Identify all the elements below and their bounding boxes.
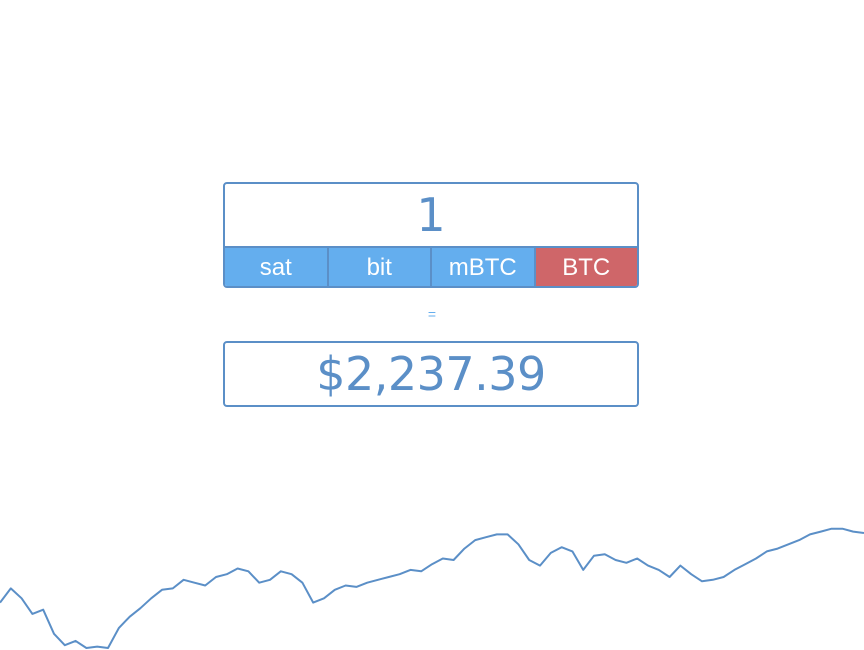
unit-button-mbtc[interactable]: mBTC [432, 248, 536, 286]
unit-selector: sat bit mBTC BTC [225, 246, 637, 286]
result-panel: $2,237.39 [223, 341, 639, 407]
amount-panel: sat bit mBTC BTC [223, 182, 639, 288]
price-history-chart [0, 527, 864, 649]
unit-button-bit[interactable]: bit [328, 248, 432, 286]
price-line-group [0, 527, 864, 649]
amount-input[interactable] [225, 184, 637, 246]
price-line [0, 527, 864, 649]
unit-button-sat[interactable]: sat [225, 248, 329, 286]
unit-button-btc[interactable]: BTC [535, 248, 637, 286]
equals-sign: = [427, 306, 437, 322]
converted-value: $2,237.39 [316, 347, 546, 401]
